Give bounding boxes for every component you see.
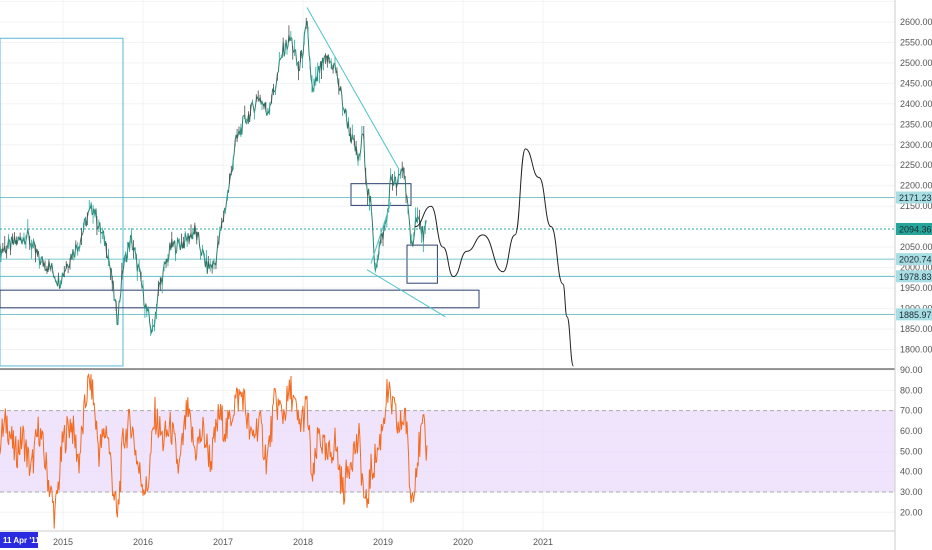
trendline[interactable]	[306, 7, 400, 170]
level-badges: 2171.23 2020.74 1978.83 1885.97	[896, 191, 932, 321]
cursor-date-label: 11 Apr '11	[3, 536, 40, 545]
level-label: 1978.83	[899, 272, 932, 282]
level-badge	[896, 253, 932, 266]
rsi-tick-label: 20.00	[900, 507, 923, 517]
level-label: 2171.23	[899, 193, 932, 203]
rsi-tick-label: 90.00	[900, 365, 923, 375]
price-tick-label: 1800.00	[900, 345, 932, 355]
zone-drawings[interactable]	[0, 37, 480, 367]
price-tick-label: 2400.00	[900, 99, 932, 109]
zone-rectangle[interactable]	[350, 183, 412, 206]
rsi-series	[0, 372, 428, 529]
last-price-badge: 2094.36	[896, 222, 932, 235]
rsi-tick-label: 30.00	[900, 487, 923, 497]
time-tick-label: 2021	[533, 537, 553, 547]
zone-rectangle[interactable]	[406, 244, 438, 284]
cursor-date-badge: 11 Apr '11	[0, 532, 40, 548]
level-label: 1885.97	[899, 310, 932, 320]
time-tick-label: 2017	[213, 537, 233, 547]
rsi-tick-label: 40.00	[900, 467, 923, 477]
time-tick-label: 2016	[133, 537, 153, 547]
price-tick-label: 2600.00	[900, 17, 932, 27]
trendline[interactable]	[370, 201, 392, 264]
price-tick-label: 2350.00	[900, 119, 932, 129]
price-tick-label: 1950.00	[900, 283, 932, 293]
rsi-tick-label: 50.00	[900, 446, 923, 456]
price-tick-label: 1850.00	[900, 324, 932, 334]
level-label: 2020.74	[899, 255, 932, 265]
time-tick-label: 2015	[53, 537, 73, 547]
time-tick-label: 2018	[293, 537, 313, 547]
level-badge	[896, 191, 932, 204]
price-tick-label: 2250.00	[900, 160, 932, 170]
price-tick-label: 2450.00	[900, 78, 932, 88]
trendline[interactable]	[366, 269, 446, 318]
zone-rectangle[interactable]	[0, 37, 124, 367]
level-badge	[896, 270, 932, 283]
level-badge	[896, 308, 932, 321]
rsi-axis[interactable]: 20.00 30.00 40.00 50.00 60.00 70.00 80.00 90.00	[900, 365, 923, 517]
price-tick-label: 2200.00	[900, 181, 932, 191]
price-axis[interactable]: 1800.001850.001900.001950.002000.002050.…	[900, 17, 932, 355]
time-axis[interactable]: 2015 2016 2017 2018 2019 2020 2021	[53, 537, 553, 547]
price-tick-label: 2550.00	[900, 37, 932, 47]
trendline-drawings[interactable]	[306, 7, 446, 318]
rsi-tick-label: 70.00	[900, 406, 923, 416]
price-tick-label: 2500.00	[900, 58, 932, 68]
last-price-label: 2094.36	[899, 224, 932, 234]
price-tick-label: 2150.00	[900, 201, 932, 211]
projection-path[interactable]	[414, 148, 574, 367]
price-tick-label: 2000.00	[900, 263, 932, 273]
rsi-tick-label: 60.00	[900, 426, 923, 436]
zone-rectangle[interactable]	[0, 289, 480, 309]
price-tick-label: 2050.00	[900, 242, 932, 252]
time-tick-label: 2020	[453, 537, 473, 547]
candle-marks	[0, 17, 426, 336]
time-tick-label: 2019	[373, 537, 393, 547]
rsi-tick-label: 80.00	[900, 385, 923, 395]
price-tick-label: 2300.00	[900, 140, 932, 150]
